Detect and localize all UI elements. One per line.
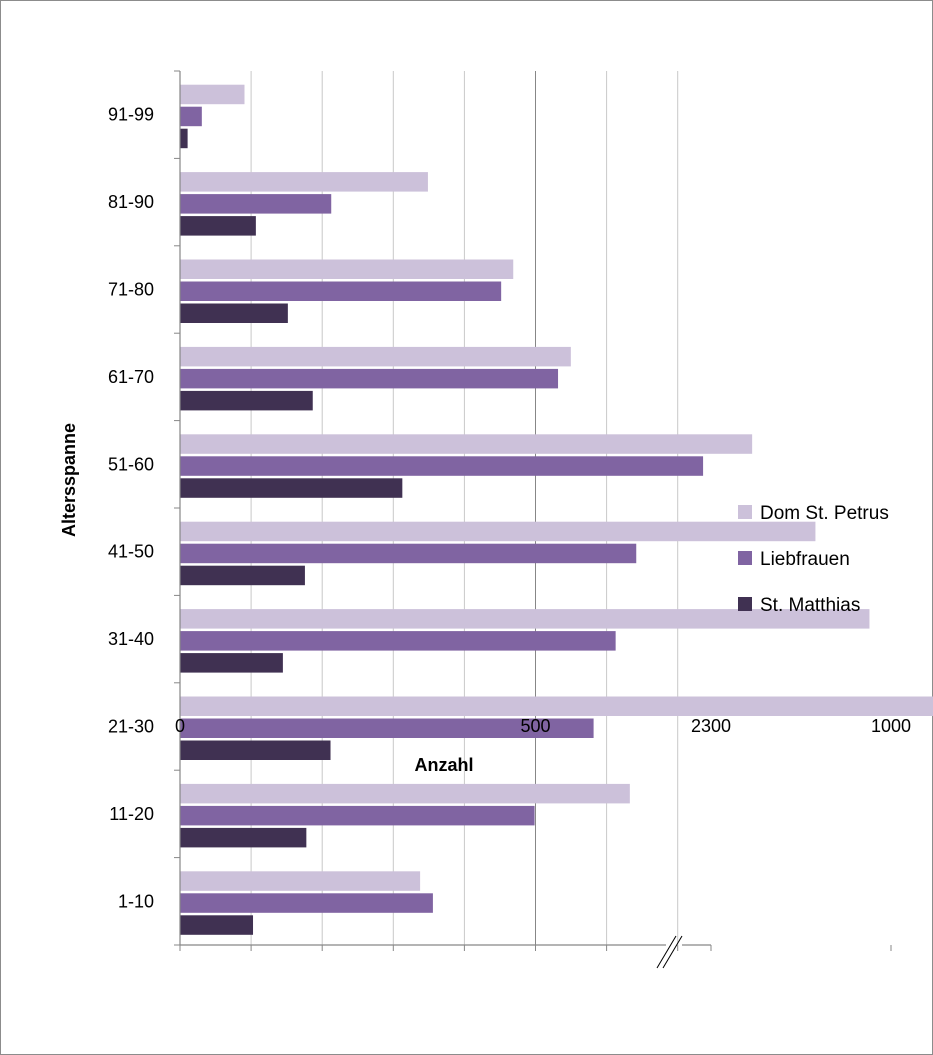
bar xyxy=(180,631,616,651)
bar xyxy=(180,303,288,323)
bar xyxy=(180,128,188,149)
y-tick-label: 81-90 xyxy=(108,192,154,212)
bar xyxy=(180,783,630,804)
bar xyxy=(180,106,202,127)
bar xyxy=(180,259,514,279)
x-tick-label: 500 xyxy=(520,716,550,736)
y-tick-label: 1-10 xyxy=(118,891,154,911)
y-axis-title: Altersspanne xyxy=(59,423,79,537)
x-tick-label: 0 xyxy=(175,716,185,736)
bar xyxy=(180,216,256,236)
y-tick-label: 11-20 xyxy=(109,804,154,824)
legend: Dom St. Petrus Liebfrauen St. Matthias xyxy=(738,503,889,616)
bar xyxy=(180,696,933,716)
bar xyxy=(180,456,704,476)
legend-swatch xyxy=(738,505,752,519)
axes xyxy=(174,70,892,969)
legend-swatch xyxy=(738,551,752,565)
x-tick-label: 2300 xyxy=(691,716,731,736)
y-tick-label: 51-60 xyxy=(108,454,154,474)
bar xyxy=(180,827,307,848)
bar xyxy=(180,565,305,586)
y-tick-label: 71-80 xyxy=(108,280,154,300)
bar xyxy=(180,805,535,826)
bar xyxy=(180,390,313,411)
y-tick-label: 91-99 xyxy=(108,105,154,125)
y-tick-label: 41-50 xyxy=(108,542,154,562)
axis-break-mark xyxy=(656,935,677,969)
bar xyxy=(180,653,283,673)
bar xyxy=(180,194,332,214)
legend-label: St. Matthias xyxy=(760,595,860,616)
legend-label: Dom St. Petrus xyxy=(760,503,889,524)
legend-swatch xyxy=(738,597,752,611)
bar xyxy=(180,521,816,542)
y-tick-label: 61-70 xyxy=(108,367,154,387)
x-axis-title: Anzahl xyxy=(414,755,473,775)
x-tick-label: 1000 xyxy=(871,716,911,736)
bar xyxy=(180,346,571,367)
bar xyxy=(180,478,403,498)
axis-break-mark xyxy=(662,935,683,969)
bar xyxy=(180,434,753,454)
bar xyxy=(180,368,559,389)
y-tick-label: 31-40 xyxy=(108,629,154,649)
bar xyxy=(180,871,421,891)
tick-labels: 1-10 11-20 21-30 31-40 41-50 51-60 61-70 71-80 8… xyxy=(108,105,911,912)
bar xyxy=(180,281,502,301)
bar xyxy=(180,915,254,935)
bar xyxy=(180,740,331,760)
bar xyxy=(180,84,245,105)
legend-label: Liebfrauen xyxy=(760,549,850,570)
bar xyxy=(180,609,870,629)
bars xyxy=(180,84,933,935)
bar xyxy=(180,172,428,192)
bar xyxy=(180,718,594,738)
y-tick-label: 21-30 xyxy=(108,717,154,737)
bar xyxy=(180,893,433,913)
bar xyxy=(180,543,637,564)
